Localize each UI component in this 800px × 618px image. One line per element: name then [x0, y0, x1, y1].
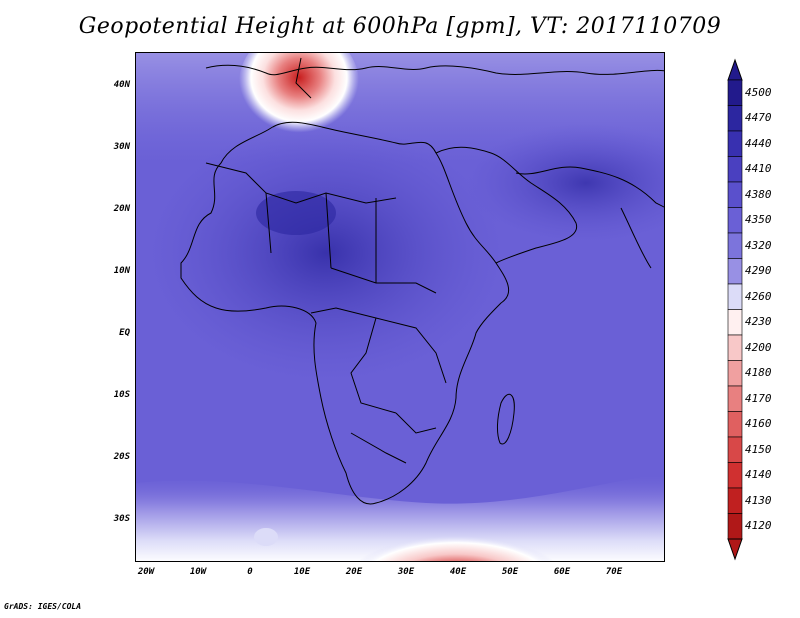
colorbar-label: 4160	[745, 417, 772, 431]
colorbar-box	[727, 309, 743, 336]
lat-label: 10S	[113, 390, 130, 400]
colorbar-top-arrow	[727, 58, 743, 81]
colorbar-label: 4230	[745, 315, 772, 329]
colorbar-label: 4470	[745, 111, 772, 125]
central-africa-high	[146, 123, 506, 383]
colorbar-box	[727, 360, 743, 387]
colorbar	[727, 58, 743, 561]
geopotential-map	[136, 53, 664, 561]
colorbar-label: 4130	[745, 493, 772, 507]
map-title: Geopotential Height at 600hPa [gpm], VT:…	[78, 14, 722, 39]
lat-label: 10N	[113, 266, 130, 276]
colorbar-box	[727, 411, 743, 438]
colorbar-label: 4440	[745, 136, 772, 150]
colorbar-label: 4290	[745, 264, 772, 278]
colorbar-box	[727, 513, 743, 540]
colorbar-label: 4500	[745, 85, 772, 99]
colorbar-label: 4180	[745, 366, 772, 380]
lon-label: 60E	[553, 567, 571, 577]
southern-ocean-low	[346, 518, 566, 561]
colorbar-box	[727, 79, 743, 106]
lon-label: 40E	[449, 567, 467, 577]
colorbar-label: 4170	[745, 391, 772, 405]
colorbar-label: 4120	[745, 519, 772, 533]
coastlines	[180, 57, 664, 505]
colorbar-label: 4350	[745, 213, 772, 227]
lon-label: 20W	[137, 567, 155, 577]
colorbar-label: 4380	[745, 187, 772, 201]
credit-text: GrADS: IGES/COLA	[4, 602, 82, 611]
colorbar-box	[727, 283, 743, 310]
lat-label: 40N	[113, 80, 130, 90]
lat-label: 20S	[113, 452, 130, 462]
colorbar-box	[727, 207, 743, 234]
lat-label: 30N	[113, 142, 130, 152]
lon-label: 50E	[501, 567, 519, 577]
colorbar-label: 4320	[745, 238, 772, 252]
colorbar-label: 4150	[745, 442, 772, 456]
colorbar-box	[727, 232, 743, 259]
colorbar-label: 4260	[745, 289, 772, 303]
colorbar-bottom-arrow	[727, 538, 743, 561]
southern-light-spot	[254, 528, 278, 546]
map-panel	[135, 52, 665, 562]
europe-outline	[205, 64, 664, 76]
madagascar-outline	[497, 393, 515, 445]
lon-label: 20E	[345, 567, 363, 577]
colorbar-box	[727, 385, 743, 412]
italy-outline	[295, 57, 312, 99]
border-3	[310, 307, 447, 414]
lat-label: 30S	[113, 514, 130, 524]
lat-label: 20N	[113, 204, 130, 214]
colorbar-box	[727, 487, 743, 514]
border-1	[205, 162, 397, 204]
africa-outline	[180, 121, 510, 505]
lon-label: 30E	[397, 567, 415, 577]
sahara-core	[256, 191, 336, 235]
arabia-outline	[435, 146, 578, 264]
colorbar-box	[727, 130, 743, 157]
arabia-high	[466, 123, 664, 243]
colorbar-box	[727, 258, 743, 285]
colorbar-box	[727, 181, 743, 208]
colorbar-label: 4200	[745, 340, 772, 354]
lon-label: 10E	[293, 567, 311, 577]
colorbar-box	[727, 334, 743, 361]
colorbar-box	[727, 462, 743, 489]
lat-label: EQ	[119, 328, 130, 338]
colorbar-box	[727, 105, 743, 132]
colorbar-label: 4410	[745, 162, 772, 176]
india-outline	[620, 207, 652, 269]
colorbar-label: 4140	[745, 468, 772, 482]
lon-label: 10W	[189, 567, 207, 577]
iran-outline	[515, 166, 664, 208]
border-4	[350, 412, 437, 464]
colorbar-box	[727, 436, 743, 463]
border-2	[265, 192, 437, 294]
lon-label: 70E	[605, 567, 623, 577]
colorbar-box	[727, 156, 743, 183]
lon-label: 0	[247, 567, 253, 577]
